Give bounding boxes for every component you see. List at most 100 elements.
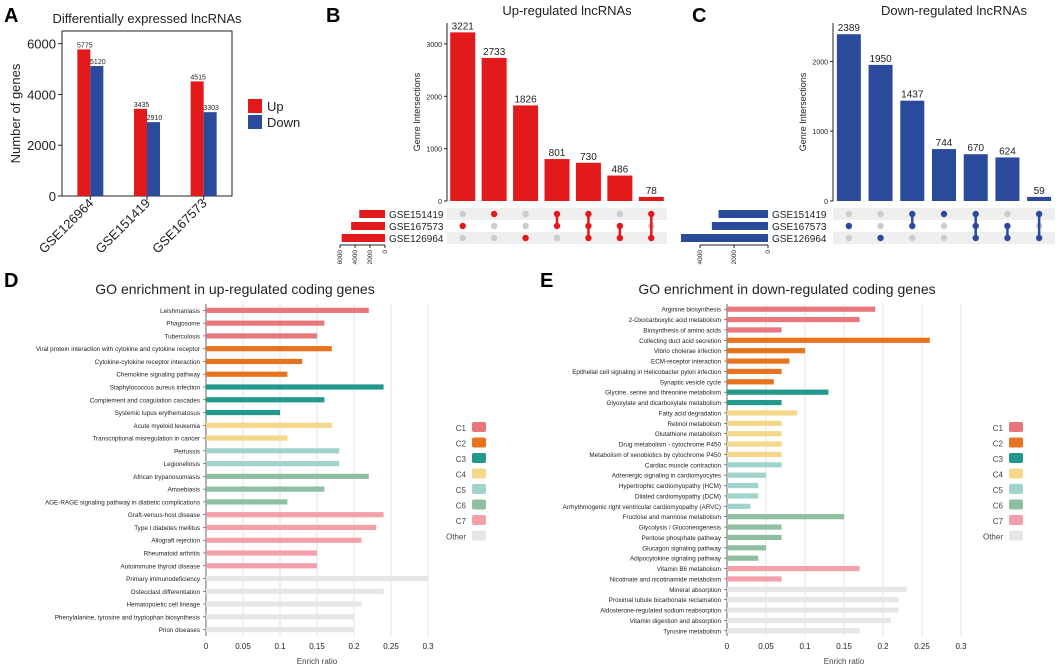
panel-d-xtick-label: 0.3	[422, 642, 434, 651]
panel-b-dot	[522, 234, 529, 242]
panel-d-bar	[206, 614, 354, 620]
panel-b-set-bar	[341, 234, 385, 242]
panel-b-bar-label: 486	[612, 165, 629, 176]
panel-c-bar	[963, 154, 988, 201]
panel-d-ylabel: Prion diseases	[159, 627, 200, 634]
panel-e-title: GO enrichment in down-regulated coding g…	[638, 281, 935, 297]
panel-e-bar	[727, 524, 782, 530]
panel-a-bar	[90, 66, 104, 197]
panel-d-ylabel: Type I diabetes mellitus	[134, 525, 200, 532]
panel-e-enrichment-chart: GO enrichment in down-regulated coding g…	[563, 281, 1023, 665]
panel-b-bar-label: 2733	[483, 47, 506, 58]
panel-e-ylabel: Hypertrophic cardiomyopathy (HCM)	[619, 483, 721, 490]
panel-d-bar	[206, 358, 303, 365]
panel-e-legend-swatch	[1009, 453, 1023, 463]
panel-e-bar	[727, 514, 844, 520]
panel-e-legend-label: Other	[983, 533, 1003, 542]
panel-e-bar	[727, 389, 829, 395]
panel-e-ylabel: Glycolysis / Gluconeogenesis	[639, 525, 721, 532]
panel-e-ylabel: Fructose and mannose metabolism	[623, 514, 721, 521]
panel-e-ylabel: Glycine, serine and threonine metabolism	[605, 390, 721, 397]
panel-e-legend-swatch	[1009, 499, 1023, 510]
panel-e-xtick-label: 0.15	[836, 642, 852, 651]
panel-d-legend-label: C1	[456, 424, 467, 433]
panel-d-ylabel: Systemic lupus erythematosus	[115, 410, 200, 417]
panel-a-xtick-label: GSE151419	[92, 196, 153, 257]
panel-e-bar	[727, 337, 930, 343]
panel-a-legend-label: Up	[267, 99, 284, 114]
panel-c-set-bar	[680, 234, 768, 242]
panel-d-xtick-label: 0.05	[235, 642, 251, 651]
panel-d-bar	[206, 627, 354, 633]
panel-d-ylabel: Rheumatoid arthritis	[144, 551, 200, 558]
panel-e-bar	[727, 348, 805, 354]
panel-e-bar	[727, 420, 782, 426]
panel-a-ytick-label: 4000	[27, 87, 56, 102]
panel-d-bar	[206, 435, 288, 441]
panel-d-xtick-label: 0.15	[309, 642, 325, 651]
panel-d-bar	[206, 486, 325, 492]
panel-d-xtick-label: 0.25	[383, 642, 399, 651]
panel-d-xtick-label: 0	[204, 642, 209, 651]
panel-b-set-tick-label: 0	[382, 250, 389, 254]
panel-letter-c: C	[692, 5, 706, 27]
panel-d-ylabel: Phagosome	[166, 321, 200, 328]
panel-d-bar	[206, 537, 362, 543]
panel-d-ylabel: Complement and coagulation cascades	[90, 397, 200, 404]
panel-d-ylabel: Transcriptional misregulation in cancer	[92, 436, 200, 443]
panel-e-ylabel: Aldosterone-regulated sodium reabsorptio…	[600, 608, 721, 615]
panel-a-ytick-label: 0	[49, 189, 56, 204]
panel-c-bar-label: 59	[1034, 186, 1046, 197]
panel-d-ylabel: Osteoclast differentiation	[131, 589, 201, 596]
panel-c-dot	[940, 234, 948, 242]
panel-b-bar	[607, 175, 633, 201]
panel-e-legend-label: C5	[993, 486, 1004, 495]
panel-d-xtick-label: 0.1	[274, 642, 286, 651]
panel-c-set-tick-label: 2000	[731, 250, 738, 265]
panel-d-ylabel: Graft-versus-host disease	[128, 512, 201, 519]
panel-a-title: Differentially expressed lncRNAs	[52, 11, 242, 26]
panel-b-bar	[481, 57, 507, 202]
panel-a-ytick-label: 6000	[27, 37, 56, 52]
panel-e-ylabel: Pentose phosphate pathway	[642, 535, 722, 542]
panel-b-dot	[490, 210, 498, 218]
panel-a-bar-label: 3435	[134, 102, 150, 109]
panel-e-bar	[727, 368, 782, 375]
panel-a-bar-chart: Differentially expressed lncRNAs 0 2000 400…	[8, 11, 300, 256]
panel-c-dot	[1004, 210, 1011, 218]
panel-e-ylabel: Mineral absorption	[669, 587, 721, 594]
panel-e-ylabel: Nicotinate and nicotinamide metabolism	[610, 576, 721, 583]
panel-e-bar	[727, 431, 782, 437]
panel-e-bar	[727, 379, 774, 385]
panel-e-ylabel: Vitamin digestion and absorption	[630, 618, 722, 625]
panel-b-set-label: GSE151419	[389, 210, 444, 221]
panel-d-xlabel: Enrich ratio	[297, 657, 338, 665]
panel-c-bar-label: 624	[999, 146, 1016, 157]
panel-e-ylabel: Glutathione metabolism	[655, 431, 721, 438]
panel-e-bar	[727, 576, 782, 582]
panel-e-ylabel: Vibrio cholerae infection	[654, 348, 722, 355]
panel-c-bar-label: 1437	[901, 90, 924, 101]
panel-d-bar	[206, 524, 377, 531]
panel-c-set-tick-label: 4000	[697, 250, 704, 265]
panel-e-bar	[727, 534, 782, 541]
panel-c-bar-label: 1950	[869, 54, 892, 65]
panel-a-xtick-label: GSE167573	[149, 196, 210, 257]
panel-b-dot	[522, 222, 529, 230]
panel-c-set-tick-label: 0	[765, 250, 772, 254]
panel-e-ylabel: Glyoxylate and dicarboxylate metabolism	[607, 400, 721, 407]
panel-c-bar-label: 2389	[838, 23, 861, 34]
panel-e-legend-swatch	[1009, 468, 1023, 479]
panel-e-ylabel: Cardiac muscle contraction	[645, 462, 721, 469]
panel-a-bar-label: 5775	[77, 42, 93, 49]
panel-d-bar	[206, 307, 369, 313]
panel-d-ylabel: Staphylococcus aureus infection	[110, 385, 201, 392]
panel-e-bar	[727, 327, 782, 333]
panel-e-bar	[727, 597, 899, 603]
panel-c-dot	[877, 222, 884, 230]
panel-a-bar-label: 4515	[190, 74, 206, 81]
panel-d-legend-swatch	[472, 468, 486, 479]
panel-b-dot	[490, 234, 498, 242]
panel-c-dot	[877, 234, 884, 242]
panel-a-xtick-label: GSE126964	[36, 196, 97, 257]
